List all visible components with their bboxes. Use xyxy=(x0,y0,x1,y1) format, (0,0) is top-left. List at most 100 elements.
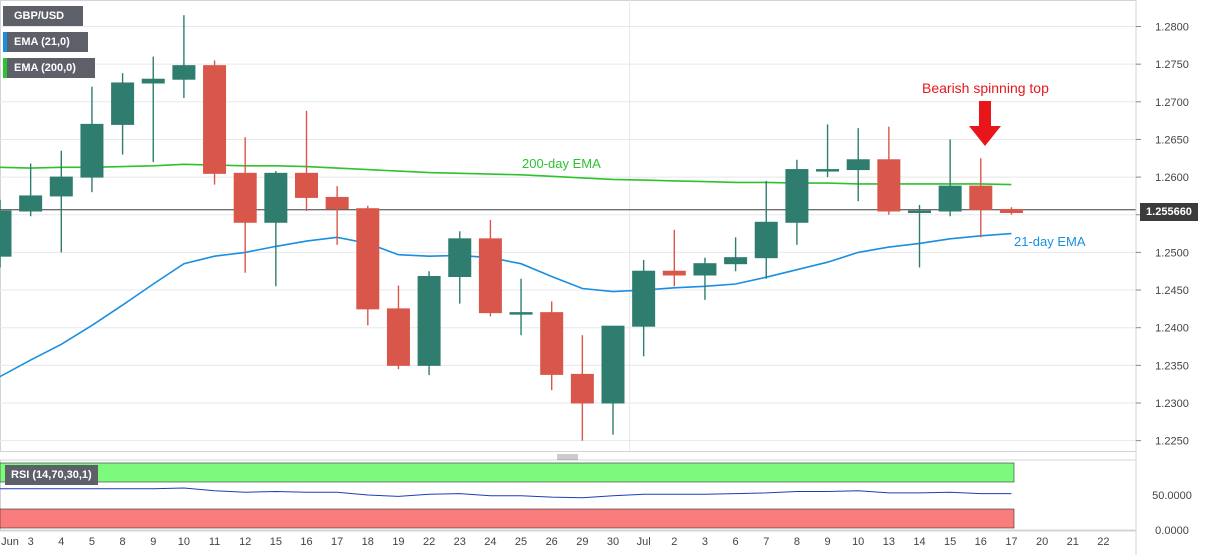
y-tick-label: 1.2250 xyxy=(1155,436,1189,448)
ema21-swatch xyxy=(3,32,7,52)
candle-body xyxy=(295,172,318,198)
candle-body xyxy=(785,169,809,223)
candle-7 xyxy=(754,180,778,279)
candle-25 xyxy=(509,278,533,336)
x-tick-label: 8 xyxy=(120,536,126,548)
x-tick-label: 6 xyxy=(733,536,739,548)
y-tick-label: 1.2700 xyxy=(1155,97,1189,109)
candle-body xyxy=(49,176,73,197)
x-tick-label: 22 xyxy=(1097,536,1109,548)
candle-26 xyxy=(540,301,564,391)
x-tick-label: 3 xyxy=(702,536,708,548)
x-tick-label: 19 xyxy=(392,536,404,548)
ema200-line xyxy=(0,163,1012,186)
candles[interactable] xyxy=(0,15,1023,441)
candle-9 xyxy=(816,124,840,178)
candle-body xyxy=(816,169,840,172)
candle-body xyxy=(540,312,564,375)
x-tick-label: Jun xyxy=(1,536,19,548)
x-tick-label: 3 xyxy=(28,536,34,548)
candle-body xyxy=(172,65,196,80)
panel-resize-handle[interactable] xyxy=(557,454,578,460)
ema200-series xyxy=(0,163,1012,186)
candle-29 xyxy=(570,335,594,441)
candle-body xyxy=(754,221,778,259)
candle-22 xyxy=(417,271,441,376)
candle-body xyxy=(264,172,288,223)
candle-Jun xyxy=(0,199,12,268)
candle-body xyxy=(141,78,165,84)
x-tick-label: 17 xyxy=(1005,536,1017,548)
price-axis: 1.28001.27501.27001.26501.26001.25501.25… xyxy=(1135,0,1207,555)
down-arrow-icon xyxy=(969,101,1001,146)
candle-14 xyxy=(908,204,931,268)
candle-11 xyxy=(203,60,227,185)
candle-15 xyxy=(264,171,288,287)
candle-body xyxy=(111,82,135,125)
ema21-line xyxy=(0,232,1012,378)
x-tick-label: 5 xyxy=(89,536,95,548)
candle-body xyxy=(80,123,104,178)
candle-17 xyxy=(325,186,349,245)
x-tick-label: 14 xyxy=(913,536,925,548)
ema21-annotation: 21-day EMA xyxy=(1014,234,1086,249)
rsi-tick-label: 0.0000 xyxy=(1155,525,1189,537)
candle-24 xyxy=(478,220,502,317)
candle-18 xyxy=(356,205,380,326)
candle-Jul xyxy=(632,259,656,357)
x-tick-label: 25 xyxy=(515,536,527,548)
x-tick-label: 12 xyxy=(239,536,251,548)
candle-8 xyxy=(785,159,809,245)
candle-9 xyxy=(141,56,165,163)
y-tick-label: 1.2750 xyxy=(1155,59,1189,71)
rsi-oversold-band xyxy=(0,508,1015,529)
candle-body xyxy=(203,65,227,174)
candle-6 xyxy=(724,237,748,272)
ema21-legend[interactable]: EMA (21,0) xyxy=(3,32,88,52)
ema21-series xyxy=(0,232,1012,378)
candle-body xyxy=(325,196,349,210)
y-tick-label: 1.2350 xyxy=(1155,360,1189,372)
candle-body xyxy=(999,208,1023,213)
x-tick-label: 20 xyxy=(1036,536,1048,548)
candle-body xyxy=(509,312,533,315)
rsi-line xyxy=(0,487,1012,499)
x-tick-label: 26 xyxy=(546,536,558,548)
x-tick-label: 21 xyxy=(1067,536,1079,548)
symbol-label[interactable]: GBP/USD xyxy=(3,6,83,26)
y-tick-label: 1.2650 xyxy=(1155,134,1189,146)
spinning-top-annotation: Bearish spinning top xyxy=(922,80,1049,96)
candle-12 xyxy=(233,137,257,273)
candle-15 xyxy=(938,139,962,217)
candle-body xyxy=(570,373,594,404)
rsi-legend[interactable]: RSI (14,70,30,1) xyxy=(5,465,98,485)
x-tick-label: 16 xyxy=(300,536,312,548)
x-tick-label: 11 xyxy=(209,536,220,548)
candle-10 xyxy=(846,128,870,202)
x-tick-label: 16 xyxy=(975,536,987,548)
rsi-panel: 50.0000 0.0000 xyxy=(0,459,1192,537)
rsi-tick-label: 50.0000 xyxy=(1152,490,1192,502)
x-tick-label: 10 xyxy=(852,536,864,548)
axis-background xyxy=(1136,0,1207,555)
candle-body xyxy=(417,275,441,366)
candle-16 xyxy=(295,110,318,211)
candle-body xyxy=(938,185,962,212)
x-tick-label: 23 xyxy=(454,536,466,548)
y-tick-label: 1.2450 xyxy=(1155,285,1189,297)
candle-body xyxy=(724,257,748,265)
ema200-legend[interactable]: EMA (200,0) xyxy=(3,58,95,78)
rsi-frame xyxy=(0,459,1137,531)
x-tick-label: 22 xyxy=(423,536,435,548)
candle-13 xyxy=(877,126,901,215)
x-tick-label: 7 xyxy=(763,536,769,548)
x-tick-label: 18 xyxy=(362,536,374,548)
candle-body xyxy=(478,238,502,314)
candle-body xyxy=(356,208,380,310)
ema200-swatch xyxy=(3,58,7,78)
y-tick-label: 1.2300 xyxy=(1155,398,1189,410)
candle-body xyxy=(233,172,257,223)
x-tick-label: 15 xyxy=(944,536,956,548)
candle-body xyxy=(632,270,656,327)
